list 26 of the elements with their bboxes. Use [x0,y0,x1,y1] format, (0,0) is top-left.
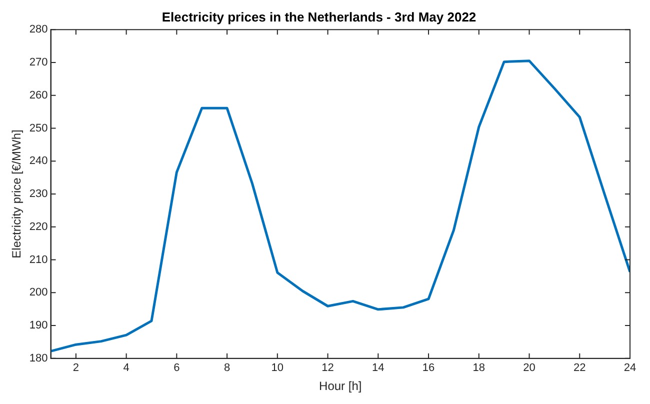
y-tick-label: 250 [29,122,48,134]
y-tick-label: 220 [29,220,48,233]
x-tick-label: 22 [574,362,586,374]
x-tick-label: 10 [271,362,284,374]
y-tick-label: 180 [29,352,48,364]
chart-title: Electricity prices in the Netherlands - 3rd May 2022 [162,9,476,24]
x-tick-label: 6 [174,362,180,374]
x-tick-label: 18 [472,362,486,374]
x-tick-label: 2 [72,362,79,374]
y-tick-label: 200 [29,286,48,299]
x-tick-label: 4 [123,362,130,374]
x-tick-label: 8 [224,362,230,374]
x-tick-label: 12 [322,362,334,374]
x-tick-label: 20 [523,362,536,374]
y-axis-title: Electricity price [€/MWh] [10,130,24,258]
x-tick-label: 16 [422,362,435,374]
x-axis-title: Hour [h] [319,379,362,394]
y-tick-label: 260 [29,89,48,102]
y-tick-label: 270 [29,56,48,69]
y-tick-label: 210 [29,254,48,266]
x-tick-label: 14 [372,362,384,374]
y-tick-label: 190 [29,320,48,332]
y-tick-label: 280 [29,24,48,36]
x-tick-label: 24 [624,362,636,374]
y-tick-label: 230 [29,188,48,200]
y-tick-label: 240 [29,155,48,168]
